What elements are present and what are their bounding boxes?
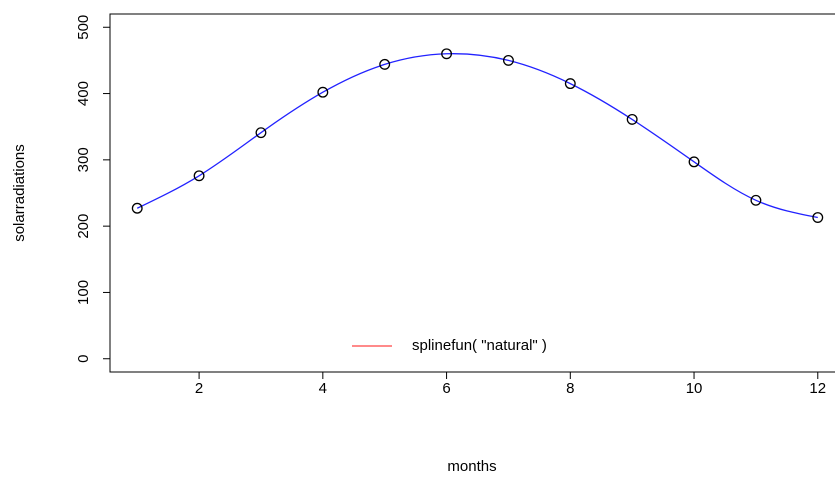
x-tick-label: 6 xyxy=(442,380,450,397)
data-point xyxy=(502,54,514,66)
data-point xyxy=(688,156,700,168)
x-axis-label: months xyxy=(447,458,496,475)
y-tick-label: 100 xyxy=(75,280,92,305)
y-tick-label: 400 xyxy=(75,81,92,106)
data-point xyxy=(379,58,391,70)
data-point xyxy=(626,113,638,125)
data-point xyxy=(317,86,329,98)
y-axis-label: solarradiations xyxy=(11,144,28,242)
data-point xyxy=(441,48,453,60)
x-tick-label: 2 xyxy=(195,380,203,397)
plot-box xyxy=(109,13,835,373)
data-point xyxy=(255,127,267,139)
x-tick-label: 8 xyxy=(566,380,574,397)
y-tick-label: 300 xyxy=(75,147,92,172)
y-tick-label: 0 xyxy=(75,355,92,363)
data-point xyxy=(131,202,143,214)
legend-label: splinefun( "natural" ) xyxy=(412,337,547,354)
spline-curve xyxy=(136,53,818,219)
data-point xyxy=(193,170,205,182)
data-point xyxy=(812,212,824,223)
x-tick-label: 4 xyxy=(319,380,327,397)
data-point xyxy=(750,194,762,206)
y-tick-label: 200 xyxy=(75,214,92,239)
x-tick-label: 12 xyxy=(809,380,826,397)
data-point xyxy=(564,78,576,90)
x-tick-label: 10 xyxy=(686,380,703,397)
y-tick-label: 500 xyxy=(75,15,92,40)
